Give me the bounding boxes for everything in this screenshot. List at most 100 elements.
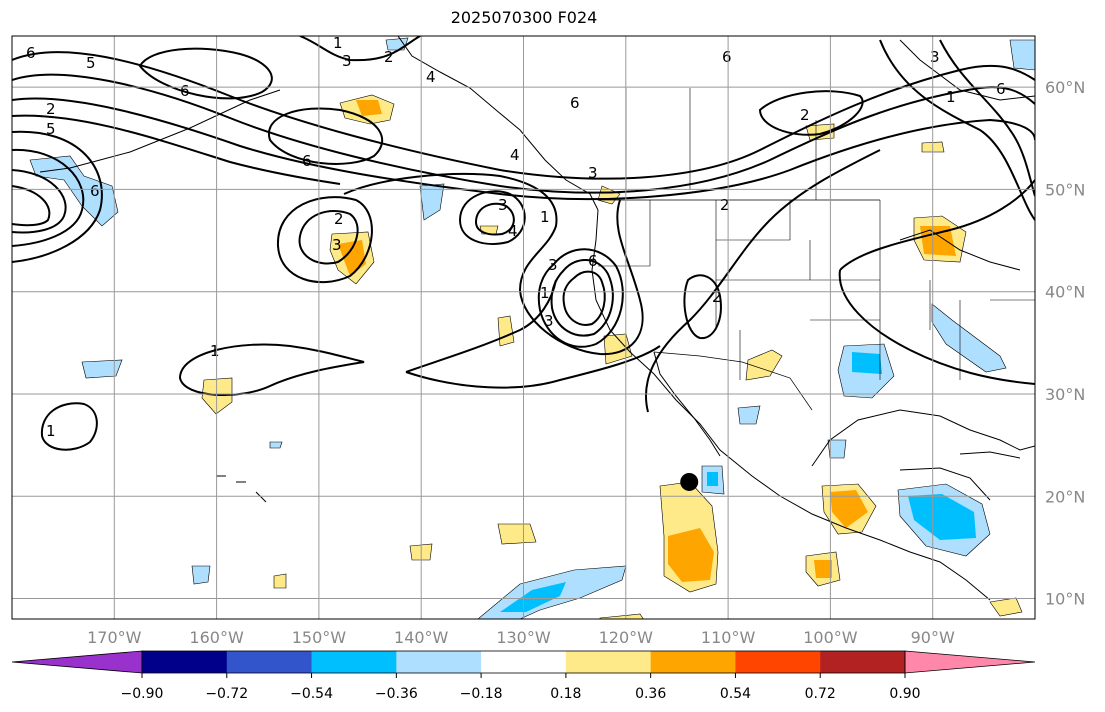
contour-label: 1 [46,422,56,440]
contour-label: 3 [342,52,352,70]
negative-anomaly-core [908,494,976,540]
contour-label: 3 [588,164,598,182]
contour-line [12,73,1035,194]
negative-anomaly-area [269,441,283,449]
contour-line [405,345,661,389]
contour-label: 1 [946,88,956,106]
contour-labels: 1 2 3 4 6 5 6 2 5 6 6 2 3 3 4 1 4 3 3 6 [26,34,1006,440]
negative-anomaly-area [737,405,761,425]
positive-anomaly-core [814,560,832,578]
negative-anomaly-area [827,439,847,459]
colorbar-tick-label: 0.54 [720,686,751,702]
contour-line [12,51,1035,180]
colorbar-tick-label: 0.36 [635,686,666,702]
longitude-tick-label: 150°W [292,628,347,647]
positive-anomaly-area [273,573,287,589]
contour-label: 3 [332,236,342,254]
contour-label: 3 [498,196,508,214]
colorbar-tick-label: −0.90 [121,686,164,702]
colorbar-segment [565,651,652,673]
colorbar-extend-min [11,650,143,674]
west-coast [591,209,991,601]
longitude-tick-labels: 170°W 160°W 150°W 140°W 130°W 120°W 110°W 100°W… [87,628,955,647]
colorbar-segment [820,651,906,673]
contour-label: 1 [333,34,343,52]
contour-line [12,185,51,227]
contour-line [12,97,1035,201]
colorbar-segment [142,651,228,673]
contour-line [405,279,557,373]
negative-anomaly-core [500,582,566,612]
contour-line [178,343,365,396]
colorbar-segment [650,651,736,673]
map-frame [11,35,1036,620]
alaska-coastline [397,36,599,211]
contour-label: 2 [800,106,810,124]
contour-label: 6 [90,182,100,200]
positive-anomaly-core [830,490,868,528]
colorbar-tick-label: −0.54 [290,686,333,702]
contour-line [458,190,526,245]
contour-line [12,169,67,234]
latitude-tick-label: 40°N [1045,283,1085,302]
us-mexico-border [653,351,813,411]
longitude-tick-label: 110°W [701,628,756,647]
contour-label: 6 [180,82,190,100]
colorbar: −0.90 −0.72 −0.54 −0.36 −0.18 0.18 0.36 0.54 0.7… [11,650,1036,702]
colorbar-segment [226,651,313,673]
contour-label: 1 [540,284,550,302]
hawaii-islands [216,475,267,503]
colorbar-tick-label: 0.90 [889,686,920,702]
yucatan-coast [899,467,991,501]
contour-line [838,269,1035,385]
colorbar-segment [481,651,567,673]
contour-line [138,47,273,100]
colorbar-tick-label: 0.72 [805,686,836,702]
hudson-bay-coast [899,39,1035,101]
positive-anomaly-core [920,226,956,256]
contour-label: 6 [722,48,732,66]
contour-label: 3 [544,312,554,330]
latitude-tick-labels: 10°N 20°N 30°N 40°N 50°N 60°N [1045,78,1085,608]
state-borders [598,88,1035,380]
latitude-tick-label: 60°N [1045,78,1085,97]
contour-label: 2 [384,48,394,66]
contour-line [879,39,1035,221]
colorbar-tick-label: −0.18 [460,686,503,702]
longitude-tick-label: 100°W [803,628,858,647]
positive-anomaly-core [356,100,382,116]
contour-label: 2 [46,100,56,118]
contour-label: 6 [302,152,312,170]
longitude-tick-label: 120°W [599,628,654,647]
longitude-tick-label: 130°W [496,628,551,647]
location-marker [680,472,699,491]
latitude-tick-label: 20°N [1045,487,1085,506]
colorbar-segment [311,651,397,673]
negative-anomaly-area [191,565,211,585]
negative-anomaly-area [1009,39,1035,71]
contour-line [474,202,515,236]
contour-line [939,39,1035,197]
latitude-tick-label: 50°N [1045,180,1085,199]
contour-label: 3 [548,256,558,274]
contour-label: 3 [930,48,940,66]
contour-label: 5 [86,54,96,72]
cuba [959,451,1021,459]
contour-label: 1 [540,208,550,226]
contour-line [12,148,85,247]
negative-anomaly-area [81,359,123,379]
coastlines [39,36,1035,601]
contour-label: 2 [712,288,722,306]
longitude-tick-label: 170°W [87,628,142,647]
colorbar-tick-label: −0.36 [375,686,418,702]
contour-label: 2 [334,210,344,228]
contour-line [12,114,341,185]
positive-anomaly-area [989,597,1023,617]
map-title: 2025070300 F024 [450,8,598,27]
contour-label: 6 [996,80,1006,98]
positive-anomaly-area [599,613,644,619]
map-panel: 1 2 3 4 6 5 6 2 5 6 6 2 3 3 4 1 4 3 3 6 [11,34,1085,647]
great-lakes [899,229,1021,271]
positive-anomaly-area [745,349,783,381]
